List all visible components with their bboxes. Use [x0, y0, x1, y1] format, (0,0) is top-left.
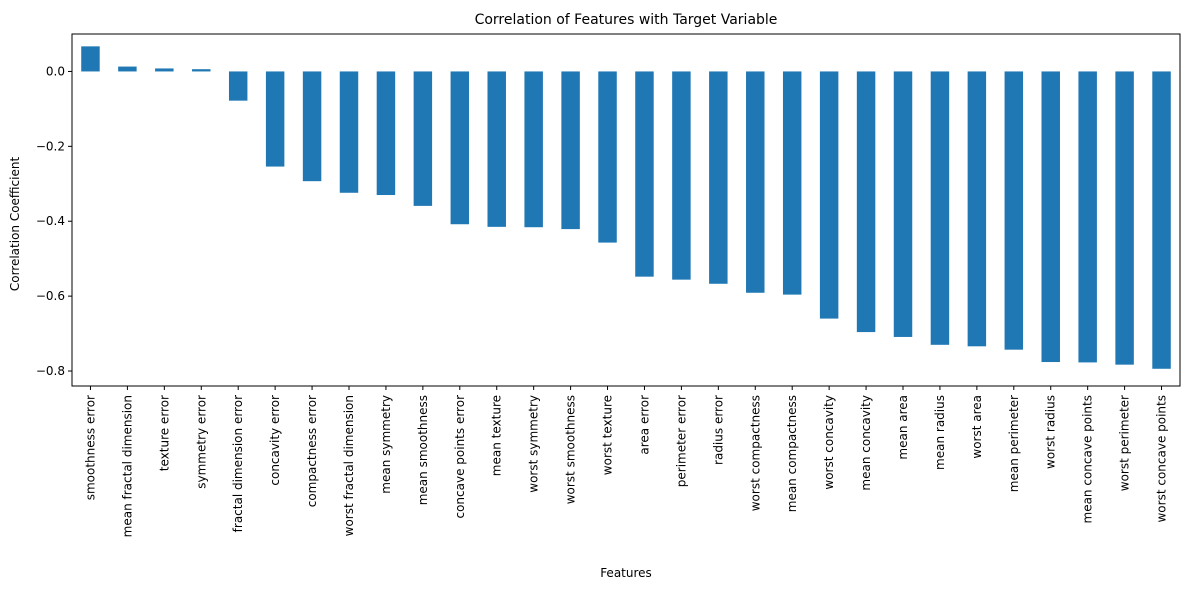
bar	[413, 71, 433, 206]
x-tick-label: worst perimeter	[1118, 395, 1132, 491]
bar	[1152, 71, 1171, 369]
plot-frame	[71, 33, 1181, 387]
bar	[487, 71, 506, 227]
bar	[709, 71, 728, 284]
x-tick-label: worst fractal dimension	[342, 395, 356, 536]
y-tick-label: 0.0	[46, 64, 65, 78]
bar	[524, 71, 543, 228]
x-tick-label: worst symmetry	[527, 395, 541, 493]
x-tick-label: fractal dimension error	[231, 395, 245, 532]
x-tick-label: compactness error	[305, 395, 319, 507]
bar	[598, 71, 617, 243]
bar	[81, 46, 100, 72]
bar	[155, 68, 174, 72]
bar	[1078, 71, 1097, 363]
bar	[893, 71, 913, 337]
bar	[746, 71, 765, 293]
bar	[561, 71, 580, 230]
x-tick-label: worst smoothness	[564, 395, 578, 504]
bar	[376, 71, 396, 196]
x-tick-label: mean fractal dimension	[120, 395, 134, 537]
y-tick-label: −0.8	[36, 364, 65, 378]
bar	[192, 69, 211, 72]
x-tick-label: worst concave points	[1155, 395, 1169, 523]
bar	[930, 71, 950, 345]
x-tick-label: worst area	[970, 395, 984, 459]
x-tick-label: worst texture	[601, 395, 615, 475]
x-tick-label: radius error	[711, 395, 725, 465]
y-tick-label: −0.6	[36, 289, 65, 303]
bar	[450, 71, 470, 225]
x-tick-label: worst radius	[1044, 395, 1058, 469]
bar	[339, 71, 359, 193]
x-tick-label: mean smoothness	[416, 395, 430, 505]
x-tick-label: mean concave points	[1081, 395, 1095, 524]
y-tick-label: −0.2	[36, 139, 65, 153]
x-tick-label: worst compactness	[748, 395, 762, 511]
x-tick-label: concavity error	[268, 395, 282, 486]
bar	[265, 71, 285, 167]
x-tick-label: area error	[637, 395, 651, 455]
x-tick-label: worst concavity	[822, 395, 836, 490]
bar	[635, 71, 654, 277]
y-axis-label: Correlation Coefficient	[8, 157, 22, 292]
bar	[967, 71, 987, 347]
x-tick-label: mean symmetry	[379, 395, 393, 494]
x-tick-label: perimeter error	[674, 395, 688, 487]
chart-title: Correlation of Features with Target Vari…	[475, 12, 778, 28]
x-tick-label: mean compactness	[785, 395, 799, 512]
y-axis: 0.0 −0.2 −0.4 −0.6 −0.8	[36, 64, 72, 378]
bar	[118, 66, 137, 72]
x-axis: smoothness error mean fractal dimension te…	[83, 386, 1169, 537]
x-tick-label: symmetry error	[194, 395, 208, 489]
x-tick-label: smoothness error	[83, 395, 97, 500]
bar	[1004, 71, 1024, 350]
bar	[672, 71, 691, 280]
bar	[856, 71, 876, 333]
bars-group	[81, 46, 1171, 369]
x-tick-label: mean area	[896, 395, 910, 460]
x-tick-label: texture error	[157, 395, 171, 471]
x-tick-label: mean texture	[490, 395, 504, 476]
bar	[1041, 71, 1060, 363]
bar	[228, 71, 248, 101]
x-tick-label: mean concavity	[859, 395, 873, 491]
x-tick-label: mean radius	[933, 395, 947, 470]
x-tick-label: concave points error	[453, 395, 467, 519]
bar	[302, 71, 322, 182]
y-tick-label: −0.4	[36, 214, 65, 228]
bar	[819, 71, 839, 319]
x-tick-label: mean perimeter	[1007, 395, 1021, 492]
x-axis-label: Features	[600, 566, 652, 580]
bar	[782, 71, 802, 295]
bar	[1115, 71, 1134, 365]
